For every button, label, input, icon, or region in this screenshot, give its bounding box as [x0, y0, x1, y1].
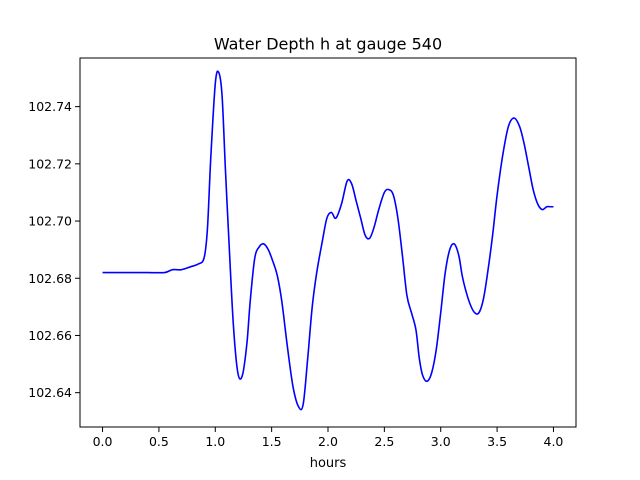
x-tick-label: 3.0	[431, 434, 451, 449]
y-tick-label: 102.70	[28, 214, 72, 229]
y-tick-label: 102.66	[28, 328, 72, 343]
x-axis-label: hours	[310, 456, 347, 471]
series-line-0	[102, 70, 554, 411]
x-tick-label: 2.0	[318, 434, 338, 449]
series-layer	[102, 70, 554, 411]
chart-title: Water Depth h at gauge 540	[214, 35, 442, 54]
y-tick-label: 102.72	[28, 156, 72, 171]
x-tick-label: 1.0	[205, 434, 225, 449]
y-tick-label: 102.74	[28, 99, 72, 114]
x-tick-label: 1.5	[262, 434, 282, 449]
x-tick-label: 0.5	[149, 434, 169, 449]
x-tick-label: 3.5	[487, 434, 507, 449]
y-tick-label: 102.64	[28, 385, 72, 400]
x-ticks: 0.0 0.5 1.0 1.5 2.0 2.5 3.0 3.5 4.0	[93, 427, 564, 449]
x-tick-label: 0.0	[93, 434, 113, 449]
y-tick-label: 102.68	[28, 271, 72, 286]
x-tick-label: 4.0	[544, 434, 564, 449]
x-tick-label: 2.5	[374, 434, 394, 449]
plot-frame	[79, 57, 577, 428]
y-ticks: 102.64 102.66 102.68 102.70 102.72 102.74	[28, 99, 80, 400]
